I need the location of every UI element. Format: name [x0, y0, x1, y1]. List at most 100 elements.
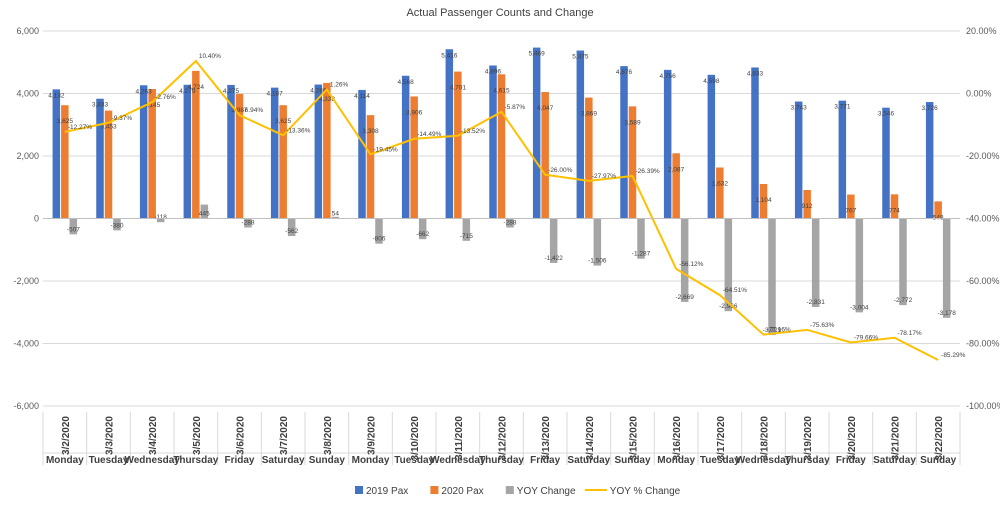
x-weekday-label: Thursday	[173, 455, 218, 466]
x-date-label: 3/8/2020	[323, 416, 334, 455]
x-date-label: 3/10/2020	[410, 416, 421, 461]
bar-yoy-change	[375, 218, 383, 244]
bar-data-label: -2,831	[806, 299, 825, 306]
bar-data-label: -662	[416, 231, 429, 238]
x-weekday-label: Sunday	[614, 455, 651, 466]
bar-data-label: 4,338	[319, 96, 336, 103]
bar-2020-pax	[454, 71, 462, 219]
bar-data-label: 5,375	[572, 54, 589, 61]
line-data-label: -12.27%	[68, 124, 92, 131]
x-weekday-label: Tuesday	[89, 455, 129, 466]
x-weekday-label: Tuesday	[700, 455, 740, 466]
bar-2020-pax	[279, 105, 287, 219]
bar-2019-pax	[751, 67, 759, 219]
line-data-label: -19.45%	[374, 146, 398, 153]
bar-yoy-change	[113, 218, 121, 231]
y-right-tick-label: 20.00%	[966, 26, 997, 36]
bar-2020-pax	[716, 167, 724, 219]
line-data-label: -13.36%	[286, 127, 310, 134]
x-date-label: 3/22/2020	[934, 416, 945, 461]
bar-2020-pax	[148, 88, 156, 219]
bar-data-label: 3,906	[406, 109, 423, 116]
bar-2020-pax	[410, 96, 418, 219]
bar-data-label: 3,743	[791, 105, 808, 112]
bar-2019-pax	[270, 87, 279, 219]
bar-data-label: 1,104	[755, 197, 772, 204]
x-date-label: 3/15/2020	[629, 416, 640, 461]
y-left-tick-label: -4,000	[13, 339, 39, 349]
bar-data-label: 5,416	[441, 52, 458, 59]
bar-2020-pax	[934, 201, 942, 219]
bar-2019-pax	[882, 107, 890, 219]
bar-data-label: 4,724	[188, 84, 205, 91]
bar-2019-pax	[227, 84, 235, 219]
x-date-label: 3/13/2020	[541, 416, 552, 461]
bar-2019-pax	[96, 98, 104, 219]
y-left-tick-label: 2,000	[16, 151, 39, 161]
bar-data-label: -380	[110, 222, 123, 229]
bar-yoy-change	[680, 218, 689, 302]
bar-yoy-change	[942, 218, 951, 318]
legend-label: YOY % Change	[610, 486, 681, 497]
bar-yoy-change	[156, 218, 165, 223]
line-data-label: -79.66%	[854, 334, 878, 341]
line-data-label: -26.39%	[636, 168, 660, 175]
bar-2020-pax	[323, 82, 331, 219]
bar-data-label: 767	[845, 208, 856, 215]
bar-data-label: 4,615	[493, 87, 510, 94]
y-right-tick-label: -40.00%	[966, 214, 1000, 224]
y-right-tick-label: 0.00%	[966, 89, 992, 99]
line-data-label: -5.87%	[505, 104, 526, 111]
bar-2020-pax	[541, 92, 549, 219]
x-weekday-label: Friday	[224, 455, 254, 466]
bar-yoy-change	[200, 204, 209, 219]
bar-data-label: 2,087	[668, 166, 685, 173]
bar-2020-pax	[497, 74, 506, 219]
bar-yoy-change	[506, 218, 514, 228]
bar-data-label: 3,869	[581, 111, 598, 118]
x-date-label: 3/9/2020	[367, 416, 378, 455]
bar-data-label: -118	[154, 214, 167, 221]
bar-data-label: 3,453	[100, 124, 117, 131]
bar-data-label: 774	[889, 207, 900, 214]
bar-yoy-change	[287, 218, 296, 237]
bar-data-label: -2,669	[675, 294, 694, 301]
x-weekday-label: Wednesday	[124, 455, 180, 466]
bar-data-label: 1,632	[712, 181, 729, 188]
bar-data-label: -1,506	[588, 258, 607, 265]
x-weekday-label: Sunday	[309, 455, 346, 466]
legend-swatch	[505, 486, 514, 494]
y-right-tick-label: -80.00%	[966, 339, 1000, 349]
bar-data-label: 445	[199, 211, 210, 218]
x-date-label: 3/19/2020	[803, 416, 814, 461]
line-data-label: 10.40%	[199, 53, 221, 60]
x-date-label: 3/14/2020	[585, 416, 596, 461]
bar-yoy-change	[331, 216, 340, 219]
y-right-tick-label: -60.00%	[966, 276, 1000, 286]
line-data-label: 1.26%	[330, 82, 349, 89]
line-data-label: -14.49%	[417, 131, 441, 138]
x-weekday-label: Wednesday	[430, 455, 486, 466]
bar-2020-pax	[235, 93, 244, 219]
bar-2019-pax	[183, 84, 192, 219]
bar-yoy-change	[637, 218, 645, 259]
bar-yoy-change	[899, 218, 907, 306]
bar-data-label: -562	[285, 228, 298, 235]
legend-swatch	[430, 486, 439, 494]
bar-data-label: 3,625	[57, 118, 74, 125]
bar-data-label: -288	[241, 220, 254, 227]
bar-data-label: 54	[332, 211, 340, 218]
legend-swatch	[355, 486, 363, 494]
bar-data-label: 4,756	[660, 73, 677, 80]
bar-data-label: -806	[372, 236, 385, 243]
bar-2020-pax	[366, 115, 375, 219]
bar-data-label: 4,701	[450, 85, 467, 92]
bar-2019-pax	[576, 50, 585, 219]
bar-data-label: 4,598	[703, 78, 720, 85]
bar-2019-pax	[401, 75, 410, 219]
bar-data-label: 4,047	[537, 105, 554, 112]
x-weekday-label: Thursday	[479, 455, 524, 466]
bar-data-label: 3,771	[834, 104, 851, 111]
bar-2019-pax	[794, 101, 803, 219]
